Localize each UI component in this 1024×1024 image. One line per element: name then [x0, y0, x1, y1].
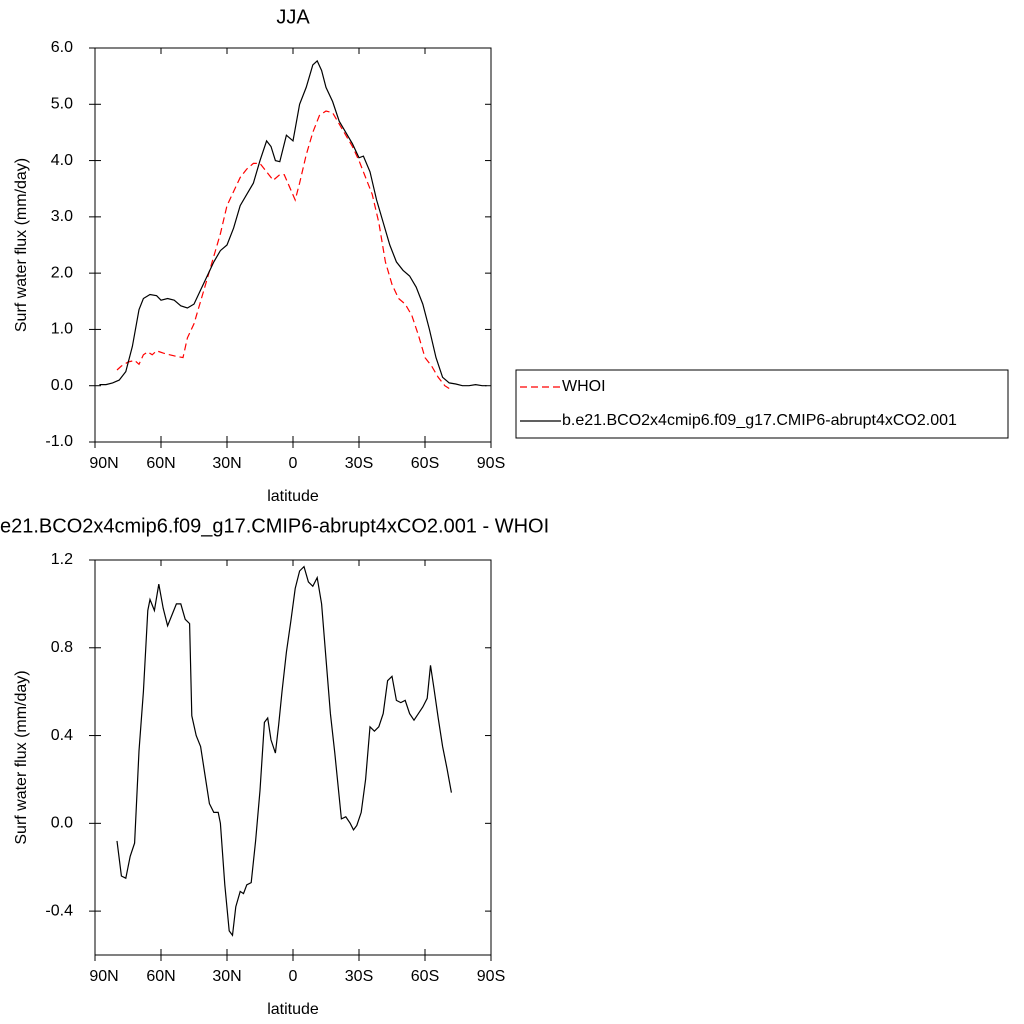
y-tick-label: 4.0: [51, 152, 73, 169]
y-tick-label: 0.0: [51, 815, 73, 832]
x-tick-label: 60N: [146, 455, 175, 472]
plot-frame: [94, 559, 492, 956]
y-tick-label: 0.8: [51, 639, 73, 656]
y-axis-label: Surf water flux (mm/day): [13, 670, 30, 844]
x-tick-label: 90N: [89, 455, 118, 472]
legend-box: [515, 369, 1009, 439]
x-tick-label: 0: [289, 968, 298, 985]
y-tick-label: 1.2: [51, 551, 73, 568]
data-line: [116, 110, 450, 390]
x-tick-label: 60S: [411, 968, 439, 985]
x-tick-label: 90S: [477, 455, 505, 472]
x-tick-label: 30S: [345, 968, 373, 985]
y-tick-label: 1.0: [51, 321, 73, 338]
y-tick-label: 5.0: [51, 96, 73, 113]
y-tick-label: -0.4: [45, 902, 73, 919]
y-tick-label: 0.4: [51, 727, 73, 744]
x-axis-label: latitude: [267, 1001, 319, 1018]
x-tick-label: 60N: [146, 968, 175, 985]
legend-label: b.e21.BCO2x4cmip6.f09_g17.CMIP6-abrupt4x…: [562, 412, 957, 429]
y-tick-label: 2.0: [51, 264, 73, 281]
x-tick-label: 90S: [477, 968, 505, 985]
chart-title: e21.BCO2x4cmip6.f09_g17.CMIP6-abrupt4xCO…: [0, 515, 549, 537]
x-tick-label: 30N: [212, 968, 241, 985]
chart-title: JJA: [276, 6, 310, 28]
x-tick-label: 0: [289, 455, 298, 472]
x-tick-label: 90N: [89, 968, 118, 985]
x-tick-label: 60S: [411, 455, 439, 472]
x-tick-label: 30N: [212, 455, 241, 472]
y-tick-label: 3.0: [51, 208, 73, 225]
data-line: [116, 565, 452, 937]
plot-frame: [94, 47, 492, 443]
legend-label: WHOI: [562, 378, 606, 395]
y-tick-label: 0.0: [51, 377, 73, 394]
x-axis-label: latitude: [267, 488, 319, 505]
y-tick-label: 6.0: [51, 39, 73, 56]
x-tick-label: 30S: [345, 455, 373, 472]
data-line: [99, 59, 487, 387]
y-axis-label: Surf water flux (mm/day): [13, 158, 30, 332]
y-tick-label: -1.0: [45, 433, 73, 450]
